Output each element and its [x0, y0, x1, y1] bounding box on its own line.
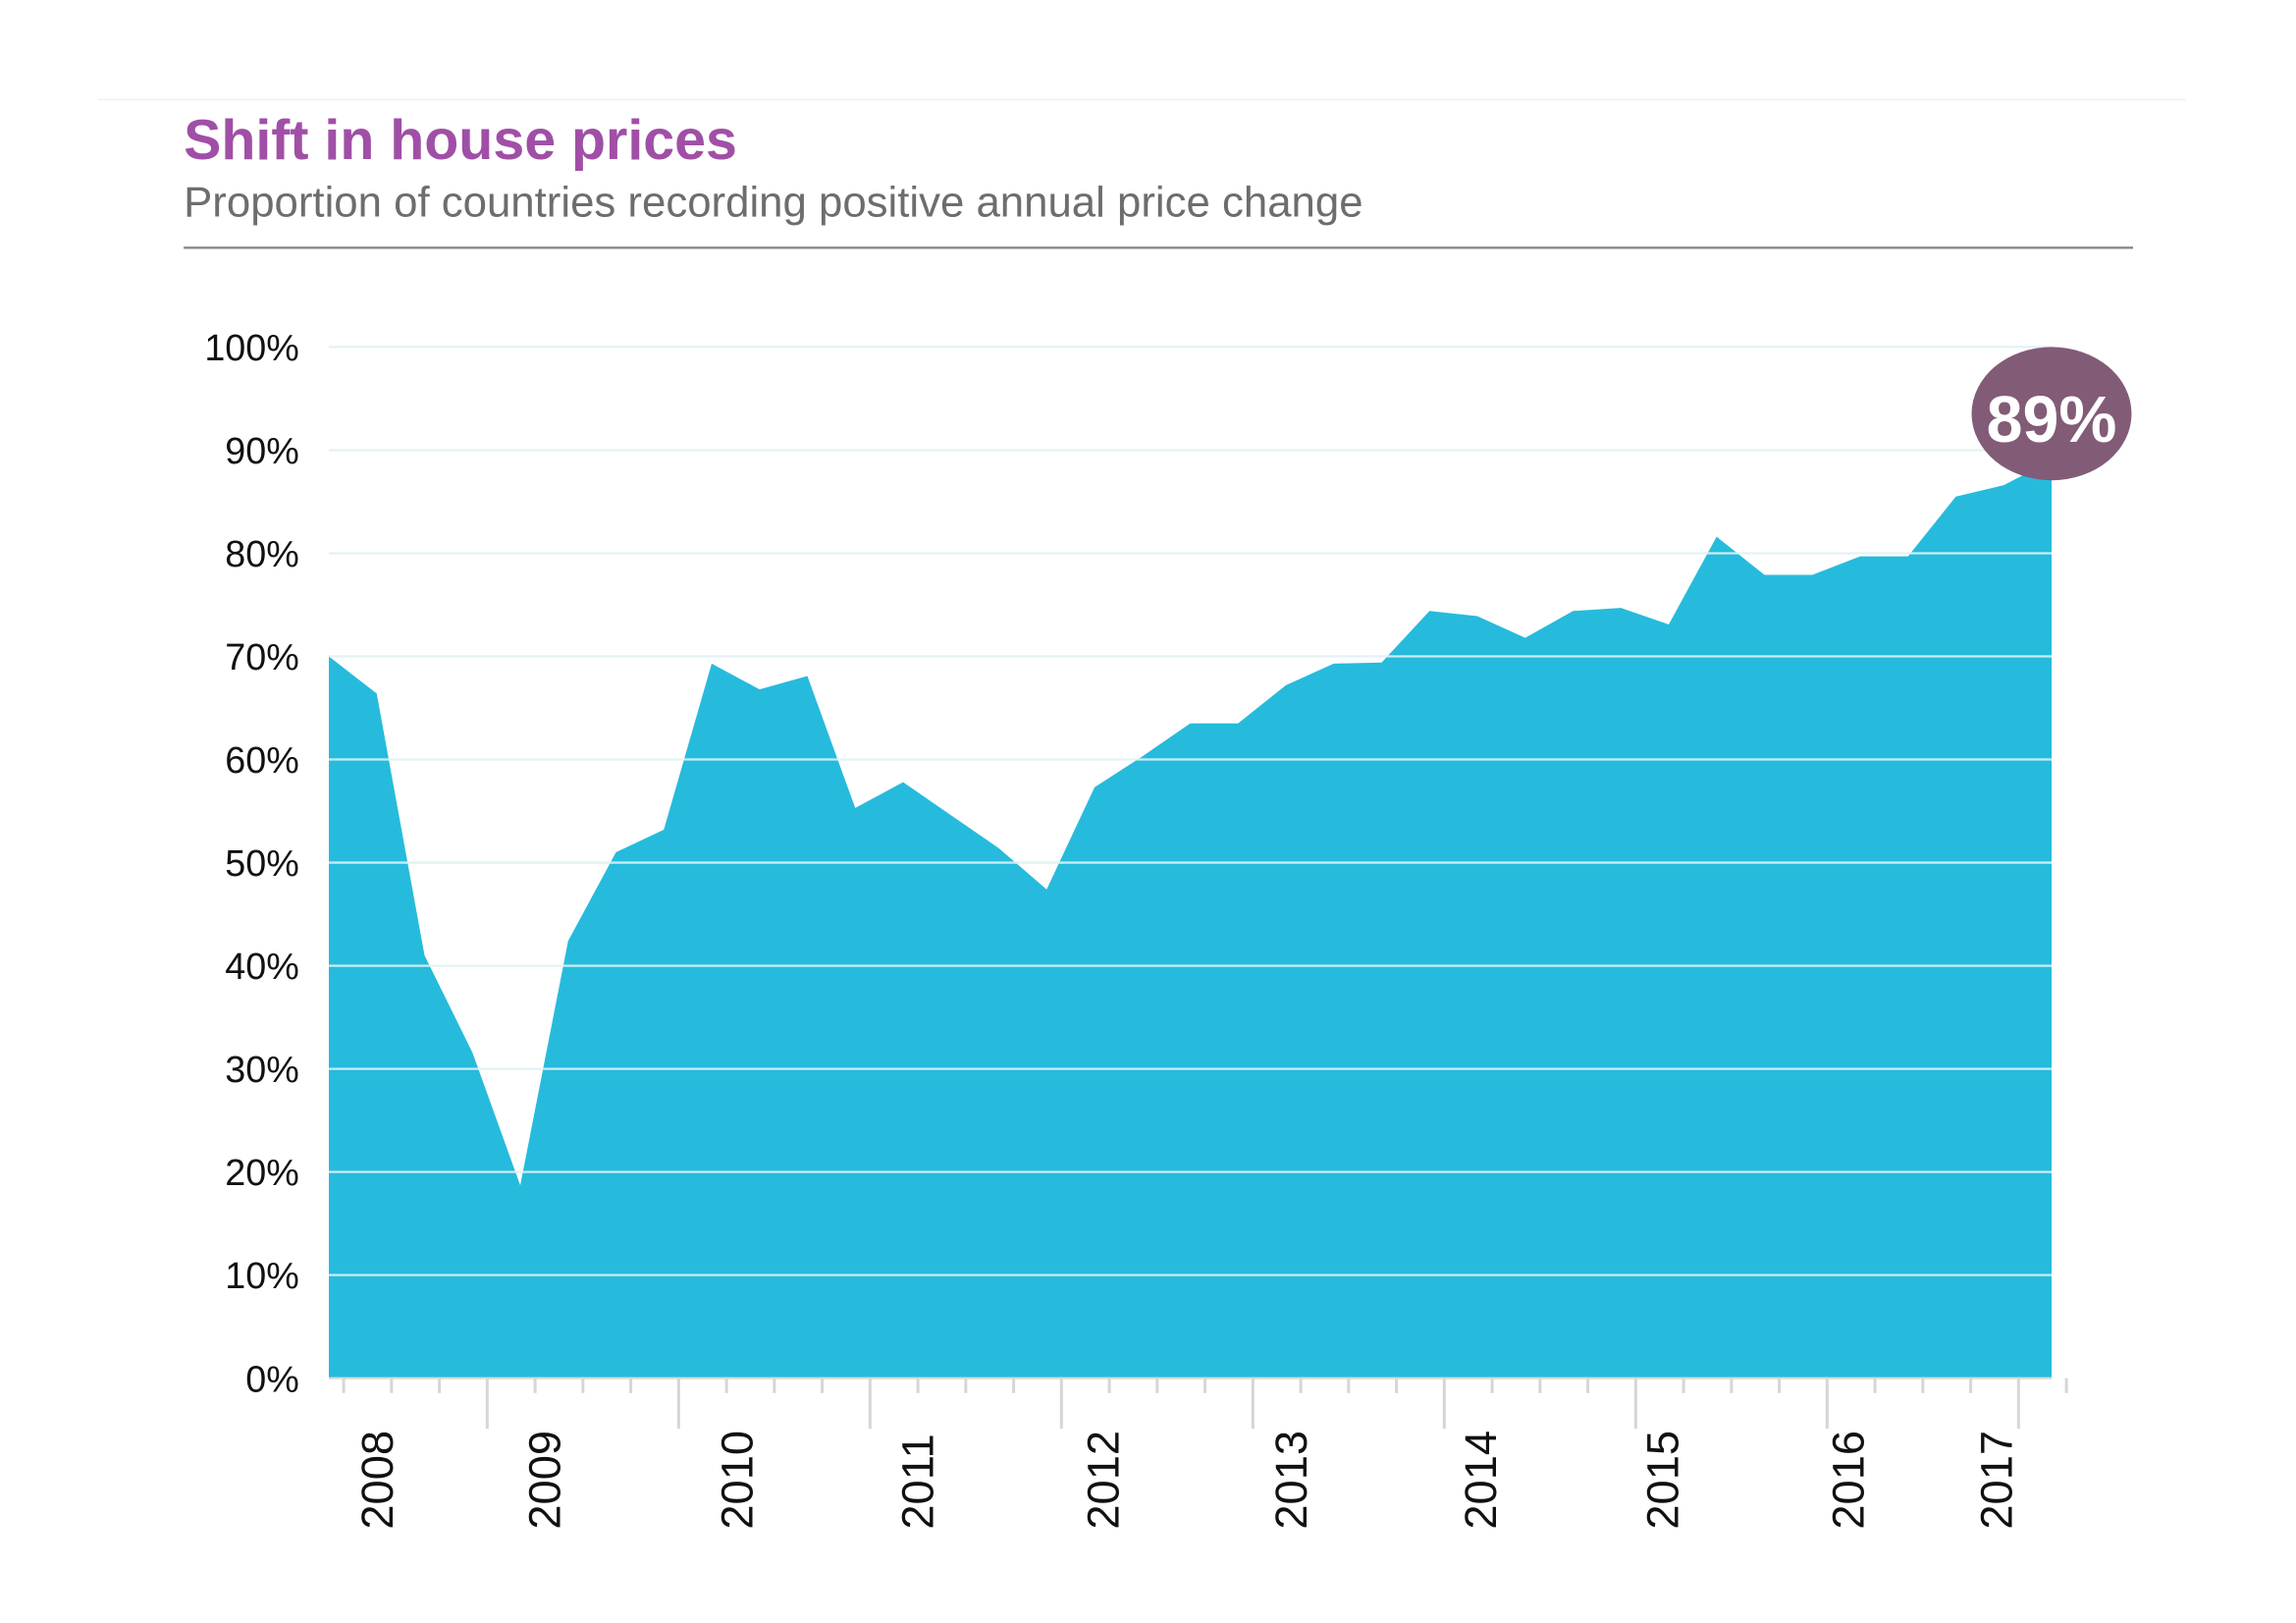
chart-title: Shift in house prices [184, 109, 737, 172]
y-tick-label: 50% [225, 842, 299, 884]
x-tick-label: 2009 [519, 1431, 569, 1530]
x-tick-label: 2014 [1456, 1431, 1506, 1530]
y-tick-label: 0% [245, 1358, 299, 1399]
annotation-bubble [1971, 347, 2132, 481]
y-tick-label: 60% [225, 739, 299, 781]
y-tick-label: 40% [225, 946, 299, 987]
y-tick-label: 90% [225, 430, 299, 471]
x-tick-label: 2016 [1823, 1431, 1873, 1530]
x-tick-label: 2013 [1266, 1431, 1316, 1530]
y-tick-label: 30% [225, 1049, 299, 1090]
annotation-label: 89% [1987, 384, 2117, 457]
x-tick-label: 2012 [1078, 1431, 1128, 1530]
area-series [329, 460, 2053, 1379]
x-tick-label: 2017 [1971, 1431, 2021, 1530]
x-tick-label: 2008 [352, 1431, 402, 1530]
annotation-badge: 89% [1971, 347, 2132, 481]
y-tick-label: 20% [225, 1152, 299, 1193]
y-tick-label: 80% [225, 533, 299, 574]
x-tick-label: 2011 [893, 1434, 943, 1529]
y-tick-label: 70% [225, 636, 299, 677]
y-tick-label: 10% [225, 1255, 299, 1296]
x-tick-label: 2015 [1638, 1431, 1688, 1530]
chart-subtitle: Proportion of countries recording positi… [184, 179, 1362, 227]
y-tick-label: 100% [204, 327, 298, 368]
x-tick-label: 2010 [713, 1431, 763, 1530]
